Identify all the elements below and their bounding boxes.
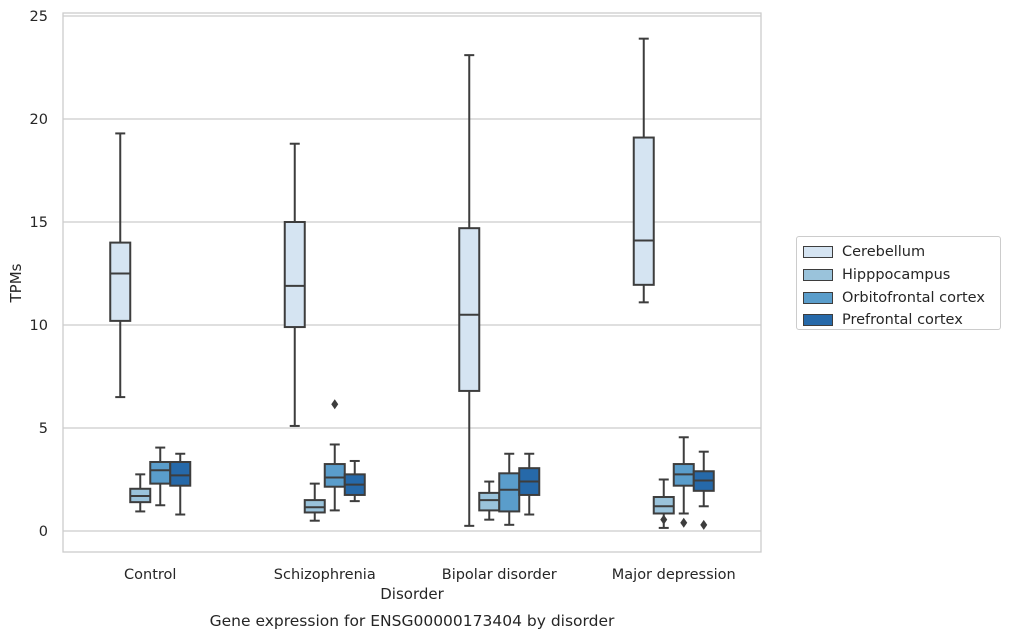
box-body (149, 460, 172, 485)
legend-item-hippocampus: Hipppocampus (803, 264, 1000, 287)
x-tick-label-control: Control (124, 567, 176, 583)
box-body (478, 491, 501, 512)
box-series (109, 37, 715, 530)
outlier-point-0 (700, 519, 708, 530)
box-hipppocampus-0 (129, 473, 152, 513)
outlier-point-0 (660, 514, 668, 525)
box-cerebellum-3 (632, 37, 655, 304)
box-body (303, 499, 326, 514)
chart-title: Gene expression for ENSG00000173404 by d… (210, 612, 615, 630)
box-body (632, 136, 655, 286)
box-prefrontal-cortex-1 (343, 459, 366, 503)
outlier-point-0 (680, 517, 688, 528)
legend-label-orbitofrontal-cortex: Orbitofrontal cortex (842, 289, 985, 306)
grid-lines (63, 15, 761, 532)
box-body (458, 227, 481, 392)
x-axis-label: Disorder (380, 585, 444, 603)
box-body (109, 241, 132, 322)
box-body (498, 472, 521, 513)
y-tick-label-0: 0 (39, 524, 48, 540)
y-axis-label: TPMs (7, 263, 25, 303)
legend-swatch-cerebellum (803, 246, 833, 259)
legend-label-hippocampus: Hipppocampus (842, 267, 951, 284)
x-tick-label-schizophrenia: Schizophrenia (274, 567, 376, 583)
legend-label-cerebellum: Cerebellum (842, 244, 926, 261)
x-tick-label-bipolar-disorder: Bipolar disorder (442, 567, 557, 583)
y-tick-label-15: 15 (30, 215, 48, 231)
box-body (323, 463, 346, 488)
box-body (283, 221, 306, 329)
y-tick-label-5: 5 (39, 421, 48, 437)
y-axis-ticks: 0 5 10 15 20 25 (30, 9, 48, 540)
legend-item-orbitofrontal-cortex: Orbitofrontal cortex (803, 286, 1000, 309)
box-hipppocampus-2 (478, 480, 501, 521)
box-orbitofrontal-cortex-0 (149, 446, 172, 507)
legend-item-cerebellum: Cerebellum (803, 241, 1000, 264)
box-orbitofrontal-cortex-1 (323, 399, 346, 512)
legend-swatch-hippocampus (803, 269, 833, 282)
box-orbitofrontal-cortex-3 (672, 436, 695, 528)
box-body (169, 460, 192, 487)
box-hipppocampus-3 (652, 478, 675, 529)
outlier-point-0 (331, 399, 339, 410)
box-prefrontal-cortex-0 (169, 452, 192, 516)
legend-label-prefrontal-cortex: Prefrontal cortex (842, 312, 963, 329)
box-cerebellum-1 (283, 142, 306, 427)
box-cerebellum-0 (109, 132, 132, 399)
y-tick-label-10: 10 (30, 318, 48, 334)
box-prefrontal-cortex-2 (518, 452, 541, 516)
y-tick-label-20: 20 (30, 112, 48, 128)
box-cerebellum-2 (458, 54, 481, 527)
box-hipppocampus-1 (303, 482, 326, 522)
x-tick-label-major-depression: Major depression (612, 567, 736, 583)
legend-swatch-prefrontal-cortex (803, 314, 833, 327)
legend-item-prefrontal-cortex: Prefrontal cortex (803, 309, 1000, 332)
legend: Cerebellum Hipppocampus Orbitofrontal co… (796, 236, 1001, 330)
box-prefrontal-cortex-3 (692, 450, 715, 530)
box-orbitofrontal-cortex-2 (498, 452, 521, 526)
y-tick-label-25: 25 (30, 9, 48, 25)
box-body (652, 496, 675, 515)
legend-swatch-orbitofrontal-cortex (803, 291, 833, 304)
plot-frame (62, 12, 762, 553)
x-axis-ticks: Control Schizophrenia Bipolar disorder Majo… (124, 567, 736, 583)
